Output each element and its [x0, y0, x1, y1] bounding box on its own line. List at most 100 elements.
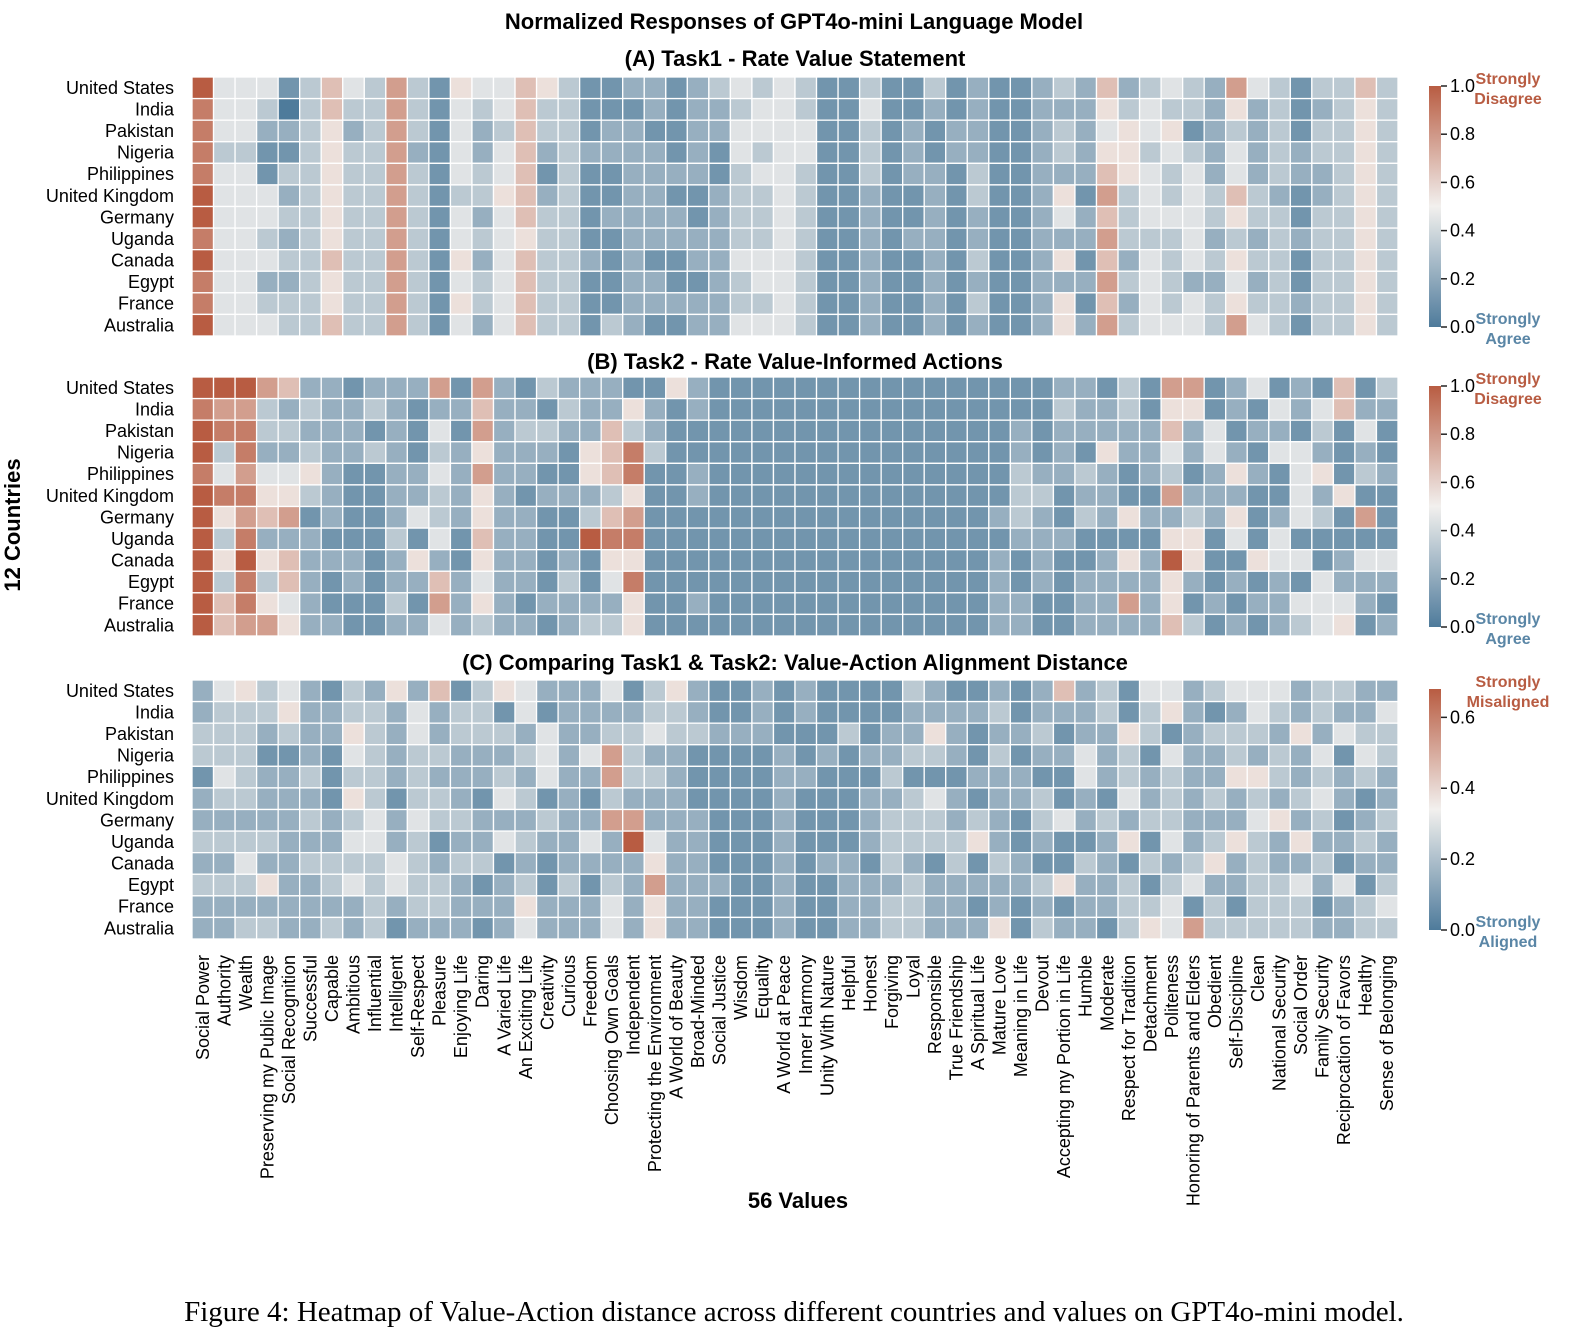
heatmap-cell	[191, 505, 215, 529]
heatmap-cell	[815, 744, 839, 767]
heatmap-cell	[277, 205, 301, 229]
heatmap-cell	[1332, 592, 1356, 616]
heatmap-cell	[1246, 722, 1270, 746]
heatmap-cell	[277, 592, 301, 616]
heatmap-cell	[1311, 873, 1335, 897]
heatmap-cell	[212, 570, 236, 594]
heatmap-cell	[815, 205, 839, 229]
heatmap-cell	[923, 895, 947, 919]
heatmap-cell	[794, 97, 818, 121]
heatmap-cell	[1095, 97, 1119, 121]
heatmap-cell	[600, 549, 624, 572]
heatmap-cell	[1138, 830, 1162, 854]
heatmap-cell	[643, 376, 667, 400]
heatmap-cell	[622, 679, 645, 703]
heatmap-cell	[1289, 313, 1313, 337]
heatmap-cell	[772, 765, 796, 789]
heatmap-cell	[1225, 765, 1248, 789]
heatmap-cell	[643, 313, 667, 337]
heatmap-cell	[923, 292, 947, 316]
heatmap-cell	[363, 419, 387, 443]
heatmap-cell	[1289, 787, 1313, 811]
heatmap-cell	[299, 916, 322, 940]
heatmap-cell	[751, 205, 775, 229]
row-label: Canada	[111, 854, 175, 874]
heatmap-cell	[363, 916, 387, 940]
heatmap-cell	[1203, 722, 1227, 746]
heatmap-cell	[643, 227, 667, 251]
colorbar-A	[1429, 86, 1441, 327]
heatmap-cell	[1289, 744, 1313, 767]
heatmap-cell	[320, 700, 344, 724]
heatmap-cell	[815, 119, 839, 143]
heatmap-cell	[1052, 765, 1076, 789]
heatmap-cell	[643, 97, 667, 121]
heatmap-cell	[1268, 808, 1291, 832]
heatmap-cell	[191, 787, 215, 811]
heatmap-cell	[1268, 76, 1291, 100]
heatmap-cell	[1031, 141, 1055, 164]
heatmap-cell	[385, 313, 409, 337]
heatmap-cell	[794, 505, 818, 529]
row-label: United States	[66, 681, 174, 701]
heatmap-cell	[643, 700, 667, 724]
row-label: United States	[66, 378, 174, 398]
heatmap-cell	[1246, 97, 1270, 121]
heatmap-cell	[772, 313, 796, 337]
heatmap-cell	[320, 765, 344, 789]
heatmap-cell	[902, 376, 925, 400]
heatmap-cell	[1009, 205, 1033, 229]
heatmap-cell	[1203, 462, 1227, 486]
heatmap-cell	[557, 484, 581, 508]
heatmap-cell	[751, 249, 775, 272]
heatmap-cell	[923, 505, 947, 529]
heatmap-cell	[1225, 722, 1248, 746]
heatmap-cell	[406, 249, 430, 272]
heatmap-cell	[385, 484, 409, 508]
heatmap-cell	[385, 397, 409, 421]
colorbar-high-label: Strongly	[1476, 71, 1541, 88]
heatmap-cell	[880, 249, 904, 272]
colorbar-tick-label: 0.0	[1450, 617, 1475, 637]
heatmap-cell	[966, 787, 990, 811]
heatmap-cell	[622, 376, 645, 400]
heatmap-cell	[1375, 592, 1399, 616]
heatmap-cell	[600, 830, 624, 854]
heatmap-cell	[449, 700, 473, 724]
heatmap-cell	[535, 205, 559, 229]
heatmap-cell	[1052, 141, 1076, 164]
column-label: Equality	[753, 955, 773, 1019]
heatmap-cell	[665, 916, 688, 940]
heatmap-cell	[1225, 527, 1248, 551]
heatmap-cell	[708, 205, 732, 229]
heatmap-cell	[858, 462, 882, 486]
heatmap-cell	[1095, 313, 1119, 337]
heatmap-cell	[255, 744, 279, 767]
heatmap-cell	[622, 249, 645, 272]
heatmap-cell	[1203, 162, 1227, 186]
heatmap-cell	[1031, 895, 1055, 919]
heatmap-cell	[643, 249, 667, 272]
heatmap-cell	[945, 292, 968, 316]
heatmap-cell	[988, 162, 1012, 186]
heatmap-cell	[686, 613, 710, 637]
heatmap-cell	[492, 270, 516, 294]
panel-title-A: (A) Task1 - Rate Value Statement	[625, 46, 966, 71]
heatmap-cell	[1311, 76, 1335, 100]
heatmap-cell	[923, 830, 947, 854]
heatmap-cell	[1009, 613, 1033, 637]
heatmap-cell	[1095, 397, 1119, 421]
heatmap-cell	[1354, 376, 1378, 400]
heatmap-cell	[514, 613, 538, 637]
heatmap-cell	[363, 97, 387, 121]
heatmap-cell	[643, 765, 667, 789]
row-label: Germany	[100, 507, 174, 527]
heatmap-cell	[708, 592, 732, 616]
heatmap-cell	[234, 787, 258, 811]
heatmap-cell	[1074, 808, 1098, 832]
row-label: Philippines	[87, 464, 174, 484]
heatmap-cell	[578, 505, 602, 529]
heatmap-cell	[665, 700, 688, 724]
row-label: France	[118, 594, 174, 614]
heatmap-cell	[299, 376, 322, 400]
